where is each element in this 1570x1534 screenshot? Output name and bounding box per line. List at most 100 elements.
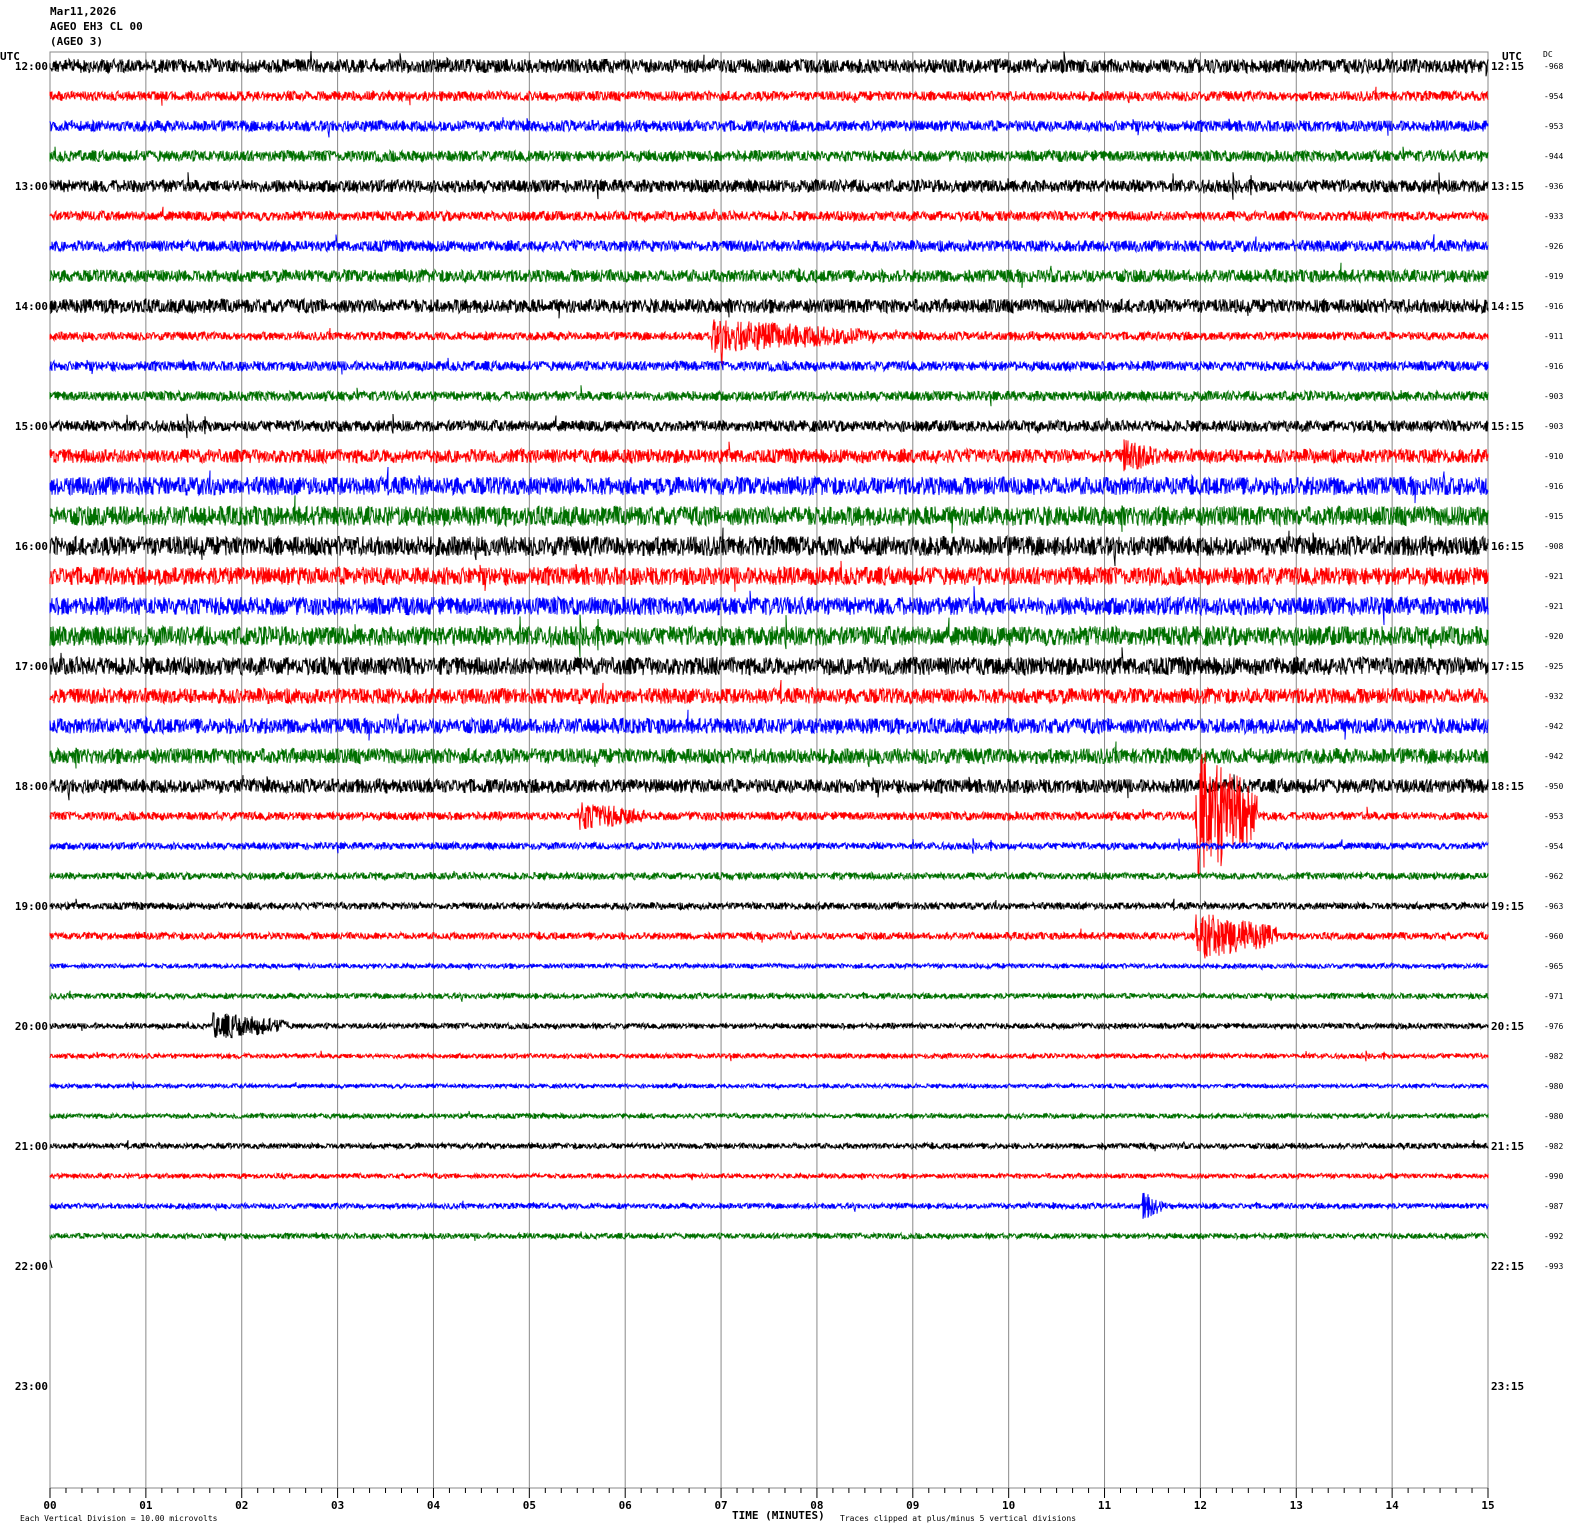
left-hour-label: 23:00 — [15, 1380, 48, 1393]
plot-date: Mar11,2026 — [50, 5, 117, 18]
dc-offset-label: -965 — [1544, 962, 1563, 971]
seismic-trace — [49, 1012, 1489, 1039]
dc-offset-label: -916 — [1544, 482, 1563, 491]
x-axis-label: TIME (MINUTES) — [732, 1509, 825, 1522]
right-hour-label: 21:15 — [1491, 1140, 1524, 1153]
dc-offset-label: -976 — [1544, 1022, 1563, 1031]
seismic-trace — [49, 990, 1489, 1002]
seismic-trace — [49, 614, 1489, 658]
right-hour-label: 23:15 — [1491, 1380, 1524, 1393]
dc-offset-label: -911 — [1544, 332, 1563, 341]
scale-note: Each Vertical Division = 10.00 microvolt… — [20, 1514, 218, 1523]
seismic-trace — [49, 560, 1489, 592]
seismic-trace — [49, 914, 1489, 959]
seismic-trace — [49, 1081, 1489, 1091]
dc-offset-label: -968 — [1544, 62, 1563, 71]
x-tick-label: 05 — [523, 1499, 536, 1512]
seismic-trace — [49, 752, 1489, 876]
x-tick-label: 15 — [1481, 1499, 1494, 1512]
x-tick-label: 10 — [1002, 1499, 1015, 1512]
plot-frame — [49, 51, 1489, 1489]
x-tick-label: 14 — [1386, 1499, 1400, 1512]
seismic-trace — [49, 898, 1489, 912]
x-tick-label: 08 — [810, 1499, 823, 1512]
dc-offset-label: -982 — [1544, 1142, 1563, 1151]
dc-offset-label: -926 — [1544, 242, 1563, 251]
x-tick-label: 03 — [331, 1499, 344, 1512]
dc-offset-label: -925 — [1544, 662, 1563, 671]
dc-offset-label: -980 — [1544, 1082, 1563, 1091]
seismic-trace — [49, 586, 1489, 626]
left-hour-label: 18:00 — [15, 780, 48, 793]
dc-offset-label: -916 — [1544, 362, 1563, 371]
x-tick-label: 04 — [427, 1499, 441, 1512]
x-tick-label: 11 — [1098, 1499, 1112, 1512]
seismic-trace — [49, 297, 1489, 319]
dc-offset-label: -953 — [1544, 122, 1563, 131]
left-hour-label: 16:00 — [15, 540, 48, 553]
dc-offset-label: -919 — [1544, 272, 1563, 281]
seismic-trace — [49, 961, 1489, 971]
seismic-trace — [49, 527, 1489, 567]
seismic-trace-start — [49, 1259, 53, 1269]
seismic-trace — [49, 172, 1489, 200]
dc-offset-label: -910 — [1544, 452, 1563, 461]
seismic-trace — [49, 1192, 1489, 1219]
right-hour-label: 20:15 — [1491, 1020, 1524, 1033]
seismic-trace — [49, 679, 1489, 706]
x-tick-label: 12 — [1194, 1499, 1207, 1512]
dc-offset-label: -953 — [1544, 812, 1563, 821]
right-hour-label: 16:15 — [1491, 540, 1524, 553]
right-hour-label: 17:15 — [1491, 660, 1524, 673]
dc-offset-label: -993 — [1544, 1262, 1563, 1271]
dc-offset-label: -963 — [1544, 902, 1563, 911]
seismic-trace — [49, 385, 1489, 407]
x-tick-label: 13 — [1290, 1499, 1303, 1512]
dc-offset-label: -942 — [1544, 722, 1563, 731]
dc-offset-label: -960 — [1544, 932, 1563, 941]
clip-note: Traces clipped at plus/minus 5 vertical … — [840, 1514, 1077, 1523]
dc-offset-label: -982 — [1544, 1052, 1563, 1061]
dc-offset-label: -921 — [1544, 572, 1563, 581]
x-tick-label: 00 — [43, 1499, 56, 1512]
dc-offset-label: -932 — [1544, 692, 1563, 701]
seismic-trace — [49, 495, 1489, 534]
left-hour-label: 22:00 — [15, 1260, 48, 1273]
seismic-trace — [49, 647, 1489, 677]
seismic-trace — [49, 117, 1489, 138]
left-hour-label: 21:00 — [15, 1140, 48, 1153]
seismic-trace — [49, 1171, 1489, 1181]
dc-offset-label: -920 — [1544, 632, 1563, 641]
dc-offset-label: -950 — [1544, 782, 1563, 791]
dc-offset-label: -921 — [1544, 602, 1563, 611]
right-hour-label: 18:15 — [1491, 780, 1524, 793]
seismic-trace — [49, 466, 1489, 504]
seismic-trace — [49, 1050, 1489, 1062]
seismic-trace — [49, 86, 1489, 106]
dc-offset-label: -916 — [1544, 302, 1563, 311]
right-hour-label: 19:15 — [1491, 900, 1524, 913]
dc-offset-label: -954 — [1544, 92, 1563, 101]
seismic-trace — [49, 774, 1489, 801]
seismic-trace — [49, 870, 1489, 882]
station-name: AGEO EH3 CL 00 — [50, 20, 143, 33]
left-hour-label: 19:00 — [15, 900, 48, 913]
seismic-trace — [49, 319, 1489, 367]
right-hour-label: 15:15 — [1491, 420, 1524, 433]
dc-offset-label: -942 — [1544, 752, 1563, 761]
left-hour-label: 17:00 — [15, 660, 48, 673]
x-tick-label: 01 — [139, 1499, 153, 1512]
seismic-trace — [49, 413, 1489, 439]
left-hour-label: 14:00 — [15, 300, 48, 313]
dc-offset-label: -987 — [1544, 1202, 1563, 1211]
x-tick-label: 09 — [906, 1499, 919, 1512]
seismic-trace — [49, 838, 1489, 854]
right-hour-label: 13:15 — [1491, 180, 1524, 193]
dc-offset-label: -962 — [1544, 872, 1563, 881]
dc-label: DC — [1543, 50, 1553, 59]
dc-offset-label: -980 — [1544, 1112, 1563, 1121]
dc-offset-label: -990 — [1544, 1172, 1563, 1181]
seismic-trace — [49, 234, 1489, 254]
seismic-trace — [49, 439, 1489, 472]
